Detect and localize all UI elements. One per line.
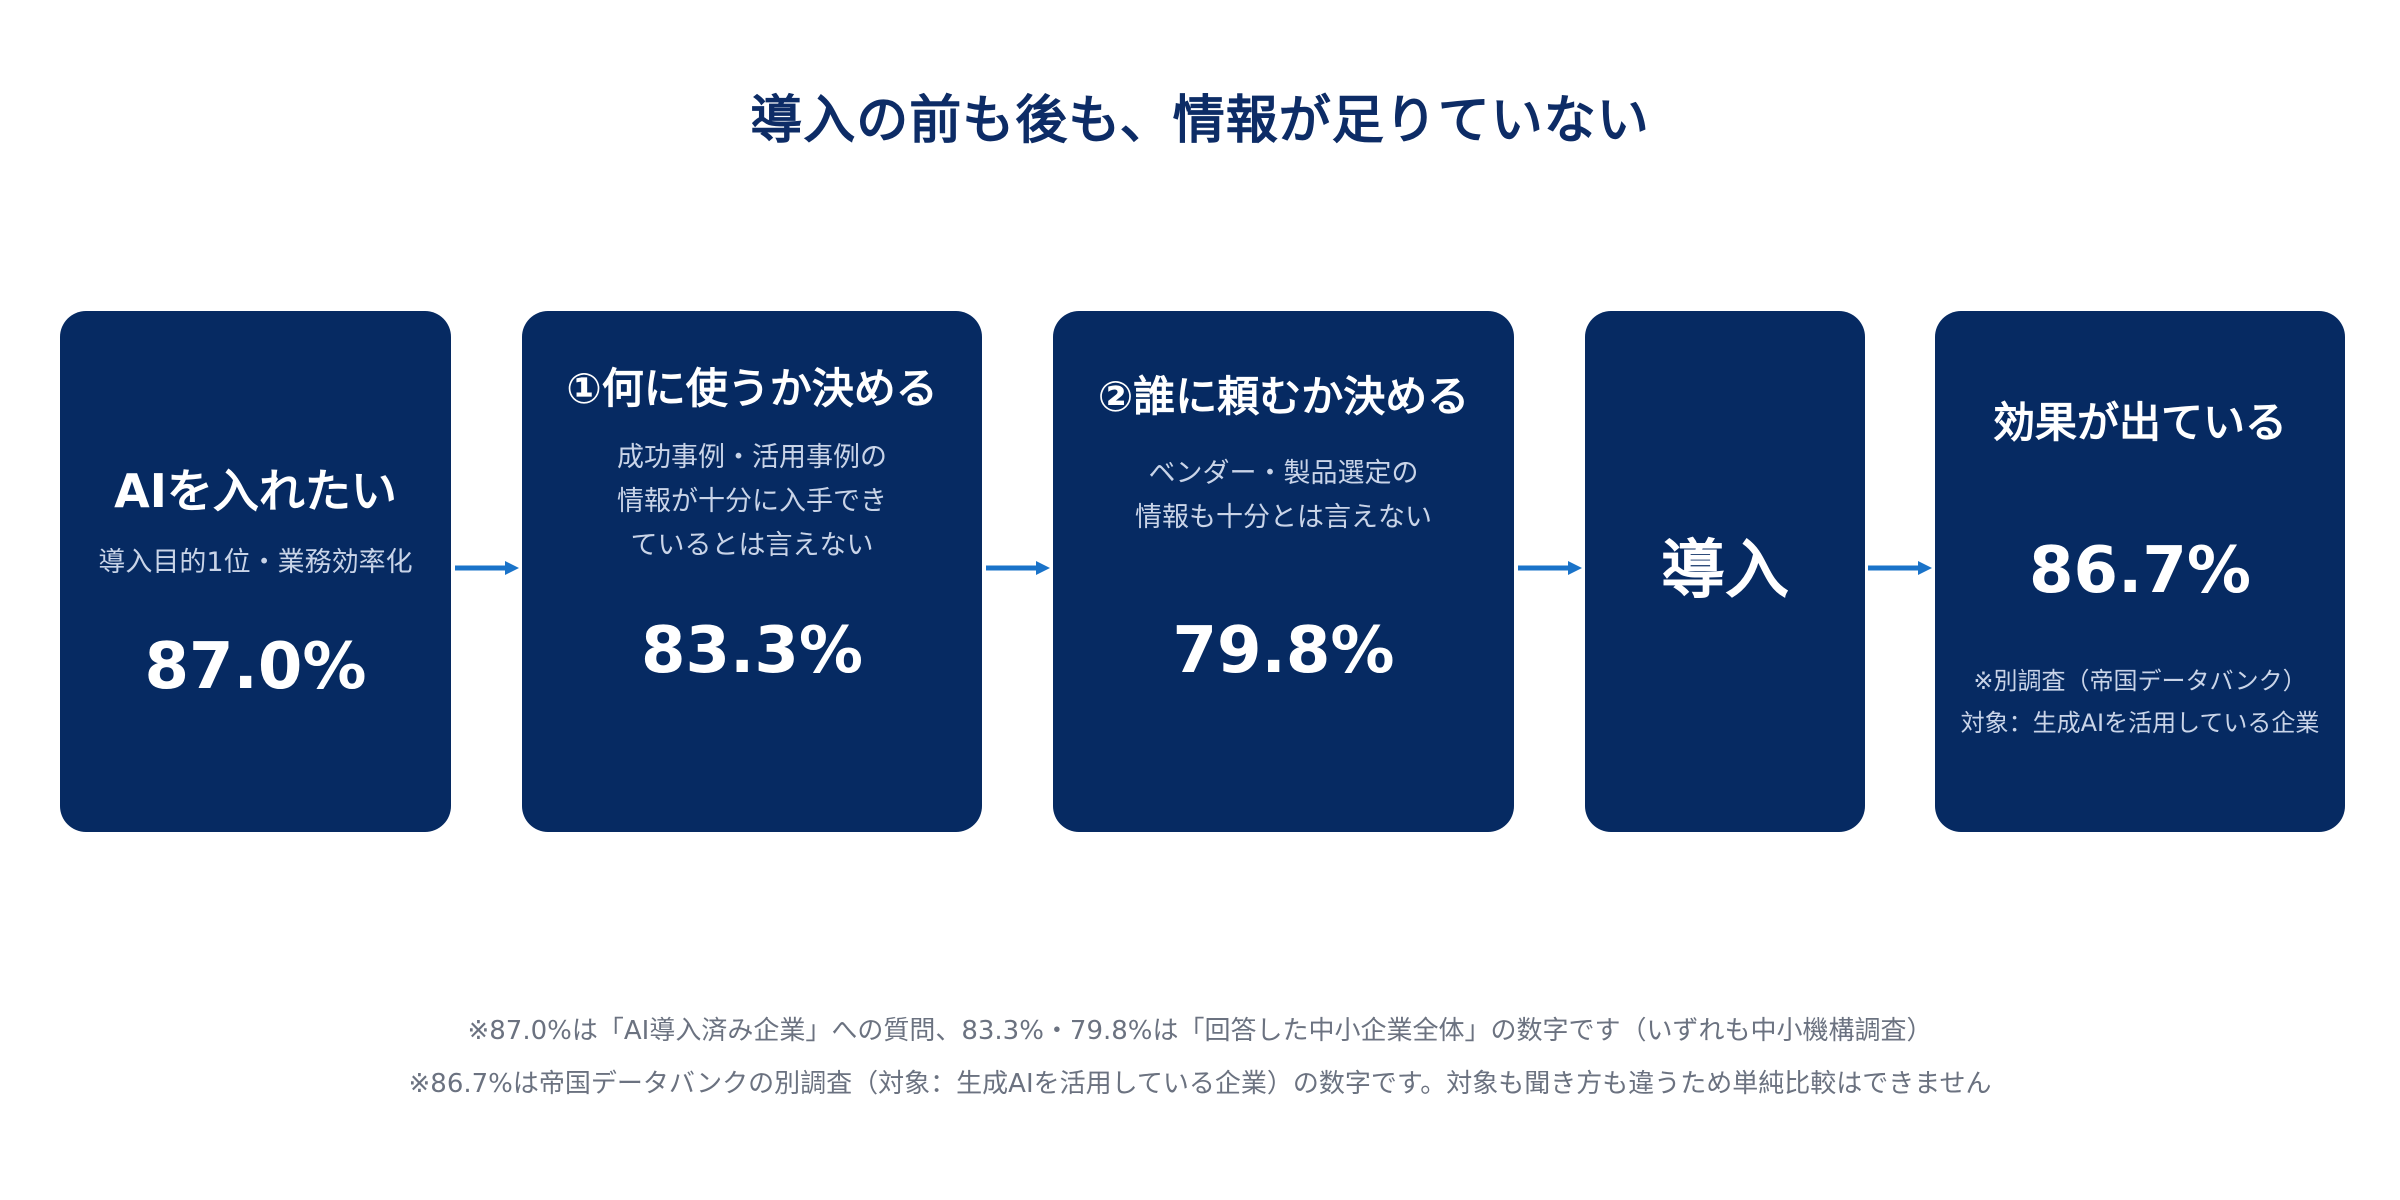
arrow-right-icon: [455, 561, 519, 575]
step-value: 79.8%: [1172, 614, 1395, 688]
step-subtitle: 導入目的1位・業務効率化: [98, 547, 413, 578]
step-title: ②誰に頼むか決める: [1097, 372, 1470, 421]
step-subtitle: 成功事例・活用事例の 情報が十分に入手でき ているとは言えない: [617, 442, 887, 561]
step-title: 導入: [1661, 534, 1789, 608]
page-title: 導入の前も後も、情報が足りていない: [750, 91, 1650, 151]
step-card-want-ai: AIを入れたい 導入目的1位・業務効率化 87.0%: [60, 311, 451, 832]
step-subtitle: ベンダー・製品選定の 情報も十分とは言えない: [1135, 458, 1432, 533]
arrow-right-icon: [1518, 561, 1582, 575]
step-value: 86.7%: [2028, 534, 2252, 608]
step-title: AIを入れたい: [114, 464, 397, 518]
step-title: ①何に使うか決める: [566, 364, 938, 413]
footnote-1: ※87.0%は「AI導入済み企業」への質問、83.3%・79.8%は「回答した中…: [467, 1016, 1933, 1046]
step-card-introduce: 導入: [1585, 311, 1865, 832]
arrow-right-icon: [1868, 561, 1932, 575]
step-note: ※別調査（帝国データバンク） 対象：生成AIを活用している企業: [1960, 667, 2320, 737]
step-value: 87.0%: [144, 630, 367, 704]
step-card-decide-use: ①何に使うか決める 成功事例・活用事例の 情報が十分に入手でき ているとは言えな…: [522, 311, 982, 832]
step-card-effect: 効果が出ている 86.7% ※別調査（帝国データバンク） 対象：生成AIを活用し…: [1935, 311, 2345, 832]
step-title: 効果が出ている: [1992, 398, 2287, 447]
step-card-decide-vendor: ②誰に頼むか決める ベンダー・製品選定の 情報も十分とは言えない 79.8%: [1053, 311, 1514, 832]
arrow-right-icon: [986, 561, 1050, 575]
footnote-2: ※86.7%は帝国データバンクの別調査（対象：生成AIを活用している企業）の数字…: [408, 1069, 1992, 1099]
step-value: 83.3%: [640, 614, 864, 688]
